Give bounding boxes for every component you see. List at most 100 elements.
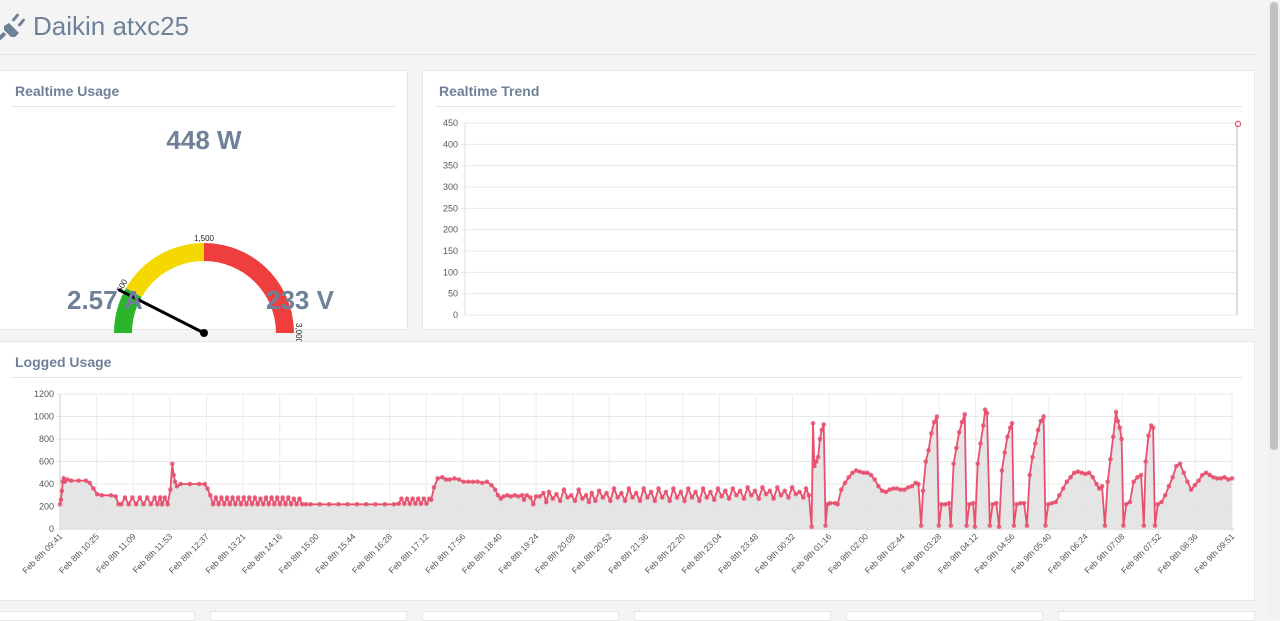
usage-point [235,495,241,500]
usage-point [247,495,252,500]
usage-point [354,501,360,507]
usage-point [294,501,299,507]
usage-point [57,501,63,507]
usage-point [87,480,92,486]
usage-point [537,494,543,499]
usage-point [152,495,157,500]
usage-point [428,497,434,503]
usage-point [704,495,710,500]
usage-point [410,496,415,501]
usage-point [982,407,988,413]
y-tick-label: 400 [443,139,458,149]
usage-point [956,429,962,435]
usage-point [633,490,639,496]
usage-point [208,492,213,498]
usage-point [528,495,533,500]
usage-point [399,496,404,501]
usage-point [1200,472,1205,478]
usage-point [508,494,514,499]
usage-point [165,501,170,507]
usage-point [521,497,527,503]
usage-point [263,495,269,500]
usage-point [285,495,291,500]
page-scrollbar[interactable] [1268,0,1280,618]
usage-point [174,483,180,489]
usage-point [1035,427,1041,433]
usage-point [611,486,617,491]
usage-point [737,488,743,494]
usage-point [401,501,407,506]
usage-point [159,501,165,507]
usage-point [981,423,986,428]
usage-point [839,487,844,492]
y-tick-label: 1000 [34,412,54,422]
usage-point [317,501,323,507]
usage-point [297,496,302,501]
realtime-usage-panel: Realtime Usage 448 W 500 1,500 3,000 2.57 … [0,70,408,344]
usage-point [413,501,418,506]
usage-point [752,488,758,494]
scrollbar-thumb[interactable] [1270,2,1278,450]
usage-point [1002,450,1007,455]
usage-point [122,495,128,500]
usage-point [280,495,286,500]
usage-point [600,495,606,500]
usage-point [619,490,624,496]
usage-point [1068,474,1073,480]
usage-point [1064,479,1070,485]
usage-point [715,486,721,491]
usage-point [546,489,552,495]
usage-point [964,523,969,528]
current-readout: 2.57 A [67,285,143,315]
y-tick-label: 0 [453,310,458,320]
usage-point [155,501,160,507]
usage-point [431,485,437,490]
usage-point [492,487,498,492]
usage-point [583,492,589,498]
usage-point [475,479,480,485]
usage-point [637,498,643,504]
usage-point [252,495,258,500]
y-tick-label: 300 [443,182,458,192]
usage-point [94,491,100,497]
y-tick-label: 250 [443,203,458,213]
usage-point [363,501,369,507]
usage-point [946,500,952,506]
usage-point [241,495,247,500]
usage-point [1083,471,1088,477]
usage-point [626,486,632,491]
usage-point [196,481,202,487]
usage-point [745,485,750,490]
usage-point [821,422,827,427]
usage-point [978,441,983,446]
usage-point [452,476,457,481]
usage-point [238,501,244,507]
usage-point [934,414,940,419]
usage-point [291,496,297,501]
usage-point [258,496,263,501]
usage-point [1166,483,1172,489]
usage-point [923,459,929,464]
usage-point [797,489,802,495]
usage-point [326,501,332,507]
usage-point [700,486,706,491]
usage-point [630,495,635,500]
usage-point [230,495,235,500]
usage-point [853,468,859,473]
usage-point [447,477,453,482]
usage-point [162,495,168,500]
usage-point [550,496,556,501]
usage-point [1229,476,1235,481]
usage-point [819,427,825,433]
usage-point [1159,499,1164,505]
usage-point [916,481,921,487]
usage-point [615,495,620,500]
usage-point [118,501,124,507]
usage-point [926,447,931,453]
usage-point [936,523,942,528]
usage-point [1127,499,1133,505]
usage-point [269,495,274,500]
usage-point [1185,479,1190,485]
logged-usage-title: Logged Usage [15,354,112,370]
